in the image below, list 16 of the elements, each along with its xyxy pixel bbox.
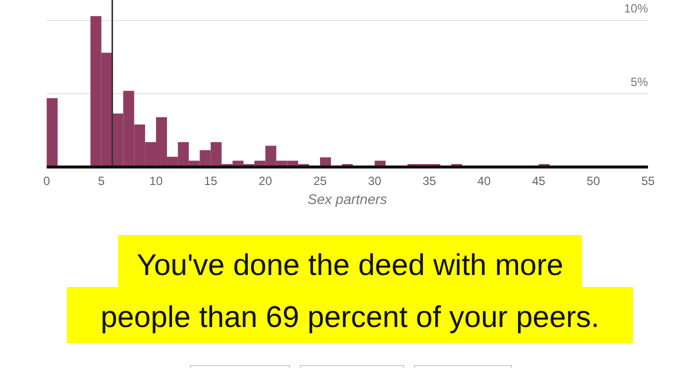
x-tick-label: 50: [586, 174, 600, 188]
x-tick-label: 35: [422, 174, 436, 188]
x-tick-label: 5: [98, 174, 106, 188]
y-tick-label: 10%: [624, 2, 648, 16]
x-tick-label: 55: [641, 174, 655, 188]
x-axis-title: Sex partners: [308, 191, 388, 207]
x-tick-label: 20: [258, 174, 272, 188]
x-tick-label: 15: [204, 174, 218, 188]
y-tick-label: 5%: [630, 74, 648, 89]
x-tick-label: 25: [313, 174, 328, 188]
x-tick-label: 30: [368, 174, 382, 188]
x-tick-label: 10: [149, 174, 164, 188]
x-tick-label: 0: [43, 174, 50, 188]
x-tick-label: 40: [477, 174, 492, 188]
text: You've done the deed with more people than 69 percent of your peers.: [100, 249, 600, 334]
x-tick-label: 45: [532, 174, 546, 188]
